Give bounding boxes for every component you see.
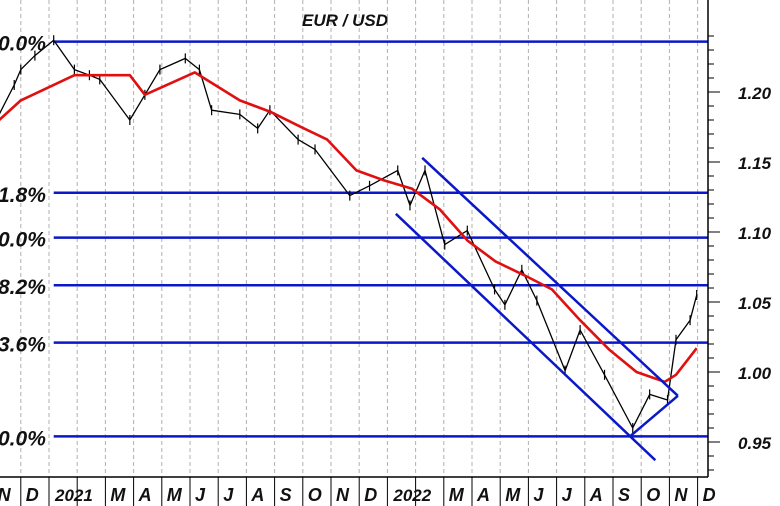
chart-title: EUR / USD	[302, 11, 388, 30]
fibonacci-levels: 0.0% 1.8% 0.0% 8.2% 3.6% 0.0%	[0, 33, 708, 450]
fibonacci-label: 0.0%	[0, 33, 46, 56]
fibonacci-label: 3.6%	[0, 334, 46, 357]
trend-lines	[394, 156, 679, 462]
price-line	[0, 39, 698, 429]
x-tick-label: S	[280, 485, 292, 505]
x-tick-label: A	[250, 485, 264, 505]
x-tick-label: N	[336, 485, 350, 505]
x-tick-label: M	[110, 485, 126, 505]
fibonacci-label: 0.0%	[0, 229, 46, 252]
moving-average-line	[0, 71, 698, 384]
x-tick-label: J	[533, 485, 544, 505]
x-tick-label: 2021	[54, 486, 93, 505]
x-tick-label: O	[308, 485, 322, 505]
y-tick-label: 0.95	[738, 434, 772, 453]
x-tick-label: O	[646, 485, 660, 505]
x-tick-label: N	[0, 485, 12, 505]
x-tick-label: M	[167, 485, 183, 505]
x-tick-label: A	[589, 485, 603, 505]
x-tick-label: J	[562, 485, 573, 505]
y-tick-label: 1.15	[738, 154, 772, 173]
x-tick-label: S	[618, 485, 630, 505]
series-group	[0, 35, 698, 433]
y-tick-label: 1.10	[738, 224, 772, 243]
x-tick-label: J	[195, 485, 206, 505]
channel-line	[629, 394, 679, 438]
y-tick-label: 1.05	[738, 294, 772, 313]
x-tick-label: D	[26, 485, 39, 505]
channel-line	[421, 156, 679, 397]
x-tick-label: D	[364, 485, 377, 505]
x-tick-label: J	[223, 485, 234, 505]
x-tick-label: M	[449, 485, 465, 505]
channel-line	[394, 212, 657, 462]
fibonacci-label: 8.2%	[0, 276, 46, 299]
x-tick-label: N	[674, 485, 688, 505]
fibonacci-label: 0.0%	[0, 427, 46, 450]
x-tick-label: D	[703, 485, 716, 505]
y-tick-label: 1.20	[738, 84, 772, 103]
x-tick-label: 2022	[392, 486, 431, 505]
x-tick-label: A	[138, 485, 152, 505]
x-tick-label: M	[505, 485, 521, 505]
y-tick-label: 1.00	[738, 364, 772, 383]
x-tick-label: A	[476, 485, 490, 505]
fibonacci-label: 1.8%	[0, 184, 46, 207]
